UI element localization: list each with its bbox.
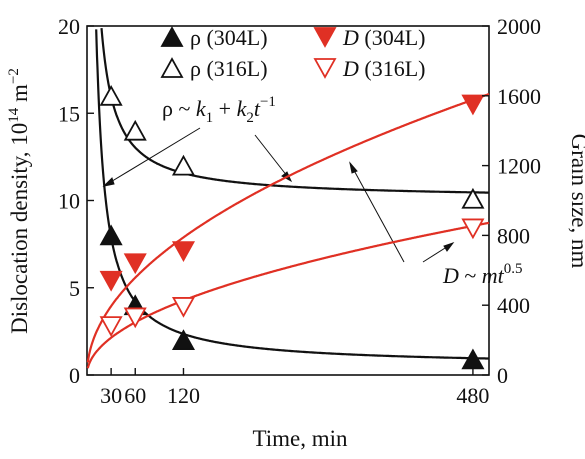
d-arrowhead-left: [349, 161, 358, 174]
legend-marker: [313, 58, 337, 79]
x-tick-label: 480: [456, 383, 489, 408]
x-tick-label: 60: [124, 383, 146, 408]
legend-label: D (304L): [342, 25, 425, 50]
y-left-title-exp: 14: [6, 107, 22, 123]
marker-series-1: [171, 154, 196, 176]
rho-formula-annotation: ρ ~ k1 + k2t−1: [162, 94, 276, 126]
marker-series-0: [171, 329, 196, 351]
legend-marker: [313, 27, 337, 48]
d-formula-annotation: D ~ mt0.5: [442, 261, 523, 288]
marker-series-0: [99, 224, 123, 246]
marker-series-3: [99, 316, 123, 337]
y-right-tick-label: 800: [497, 223, 530, 248]
y-left-tick-label: 10: [58, 189, 80, 214]
legend-marker: [160, 57, 184, 78]
y-right-tick-label: 1200: [497, 154, 541, 179]
legend-marker: [160, 26, 184, 47]
y-left-tick-label: 5: [69, 276, 80, 301]
marker-series-1: [99, 84, 123, 106]
plot-frame: [86, 25, 490, 376]
rho-arrowhead-left: [102, 177, 115, 187]
rho-304L-fit: [95, 29, 489, 360]
y-right-axis-title: Grain size, nm: [567, 134, 585, 269]
marker-series-2: [171, 241, 196, 262]
y-left-title-main: Dislocation density, 10: [7, 123, 32, 334]
marker-series-2: [461, 94, 485, 116]
marker-series-3: [123, 307, 147, 329]
data-markers: [99, 84, 485, 370]
marker-series-2: [99, 270, 123, 292]
legend: ρ (304L) D (304L) ρ (316L) D (316L): [160, 25, 425, 81]
rho-arrow-left: [103, 127, 201, 187]
marker-series-3: [171, 297, 196, 318]
marker-series-1: [461, 187, 485, 209]
y-right-tick-label: 1600: [497, 84, 541, 109]
marker-series-1: [123, 119, 147, 141]
legend-label: ρ (316L): [190, 56, 268, 81]
marker-series-3: [461, 218, 485, 240]
y-left-tick-label: 20: [58, 14, 80, 39]
d-arrow-left: [349, 162, 405, 263]
y-left-title-unit: m: [7, 84, 32, 108]
y-left-axis-title: Dislocation density, 1014 m−2: [6, 68, 32, 334]
rho-316L-fit: [100, 28, 489, 194]
d-arrowhead-right: [443, 242, 455, 252]
legend-label: D (316L): [342, 56, 425, 81]
annotation-arrows: [102, 127, 455, 263]
marker-series-2: [123, 253, 147, 275]
axis-ticks: 30 60 120 480 0 5 10 15 20 0 400 800 1200 1600 2000: [58, 14, 541, 408]
D-304L-fit: [86, 93, 490, 363]
fit-curves: [86, 28, 490, 369]
x-axis-title: Time, min: [252, 426, 348, 451]
D-316L-fit: [86, 221, 490, 369]
y-left-tick-label: 0: [69, 363, 80, 388]
y-right-tick-label: 0: [497, 363, 508, 388]
x-tick-label: 30: [100, 383, 122, 408]
y-right-tick-label: 400: [497, 293, 530, 318]
y-left-title-unit-exp: −2: [6, 68, 22, 84]
y-right-tick-label: 2000: [497, 14, 541, 39]
x-tick-label: 120: [167, 383, 200, 408]
y-left-tick-label: 15: [58, 101, 80, 126]
legend-label: ρ (304L): [190, 25, 268, 50]
